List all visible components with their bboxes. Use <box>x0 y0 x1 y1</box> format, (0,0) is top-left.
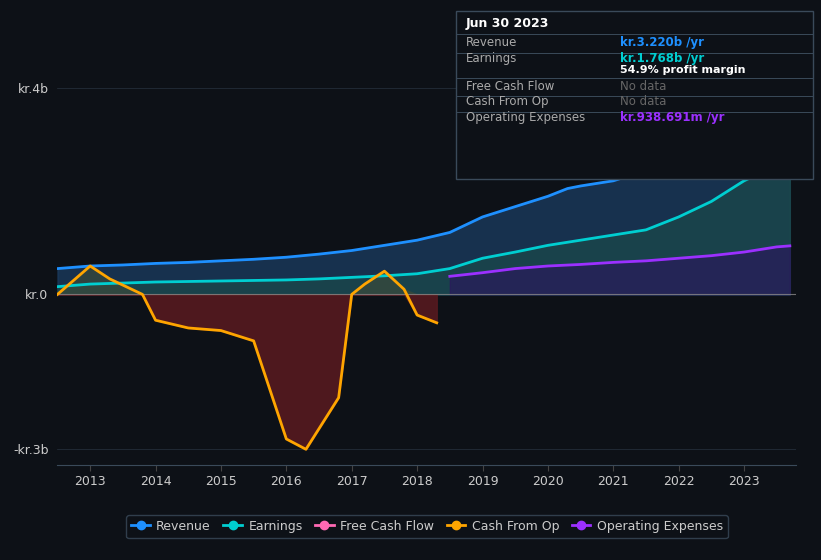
Text: No data: No data <box>620 80 666 92</box>
Text: kr.3.220b /yr: kr.3.220b /yr <box>620 36 704 49</box>
Text: Cash From Op: Cash From Op <box>466 95 548 108</box>
Text: Revenue: Revenue <box>466 36 517 49</box>
Text: Jun 30 2023: Jun 30 2023 <box>466 17 549 30</box>
Text: Earnings: Earnings <box>466 52 517 64</box>
Text: kr.1.768b /yr: kr.1.768b /yr <box>620 52 704 64</box>
Text: Operating Expenses: Operating Expenses <box>466 111 585 124</box>
Text: Free Cash Flow: Free Cash Flow <box>466 80 554 92</box>
Text: 54.9% profit margin: 54.9% profit margin <box>620 65 745 75</box>
Text: No data: No data <box>620 95 666 108</box>
Legend: Revenue, Earnings, Free Cash Flow, Cash From Op, Operating Expenses: Revenue, Earnings, Free Cash Flow, Cash … <box>126 515 727 538</box>
Text: kr.938.691m /yr: kr.938.691m /yr <box>620 111 724 124</box>
